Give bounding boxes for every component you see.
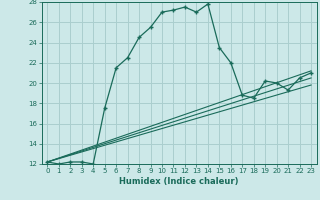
X-axis label: Humidex (Indice chaleur): Humidex (Indice chaleur) <box>119 177 239 186</box>
